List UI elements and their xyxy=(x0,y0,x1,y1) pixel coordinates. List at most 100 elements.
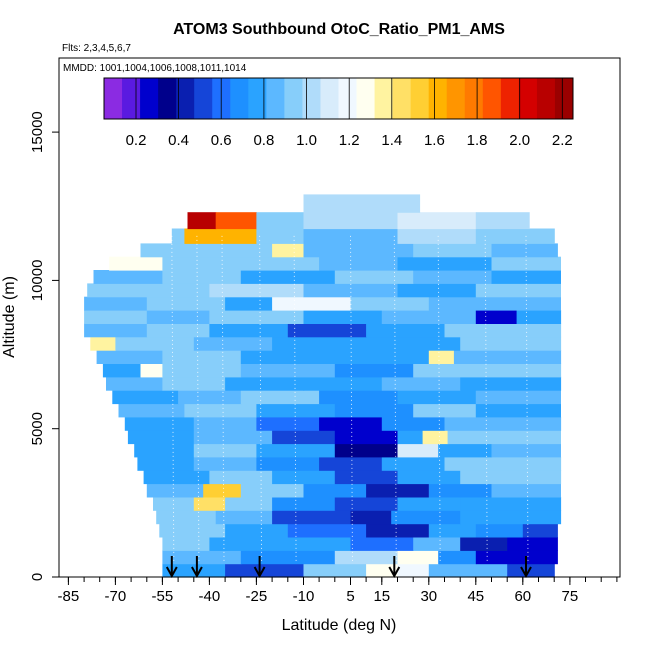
colorbar-swatch xyxy=(374,78,394,119)
heatmap-cell xyxy=(162,350,242,364)
chart-title: ATOM3 Southbound OtoC_Ratio_PM1_AMS xyxy=(173,21,505,38)
profile-arrows xyxy=(165,556,532,579)
colorbar-swatch xyxy=(482,78,502,119)
heatmap-cell xyxy=(366,483,430,498)
heatmap-cell xyxy=(507,537,558,551)
heatmap-cell xyxy=(319,256,399,271)
heatmap-cell xyxy=(475,212,530,230)
heatmap-cell xyxy=(438,443,493,458)
x-tick-label: -25 xyxy=(246,588,268,605)
heatmap-cell xyxy=(460,510,562,525)
heatmap-cell xyxy=(334,430,399,445)
heatmap-cell xyxy=(146,296,226,311)
x-tick-label: 75 xyxy=(562,588,579,605)
heatmap-cell xyxy=(428,350,455,364)
heatmap-cell xyxy=(240,363,336,378)
profile-arrow xyxy=(520,556,532,579)
heatmap-cell xyxy=(193,416,258,431)
heatmap-cell xyxy=(319,390,399,405)
heatmap-cell xyxy=(381,376,461,391)
profile-arrow xyxy=(165,556,178,579)
heatmap-cell xyxy=(209,283,304,298)
heatmap-cell xyxy=(334,270,414,284)
y-tick-label: 5000 xyxy=(29,412,46,445)
profile-arrow-head xyxy=(191,566,203,579)
heatmap-cell xyxy=(156,510,217,525)
heatmap-cell xyxy=(397,443,439,458)
heatmap-cell xyxy=(444,416,562,431)
heatmap-cell xyxy=(209,310,304,324)
colorbar-swatch xyxy=(410,78,430,119)
heatmap-cell xyxy=(272,243,304,258)
heatmap-cell xyxy=(303,563,367,578)
colorbar-tick-label: 1.6 xyxy=(424,132,445,149)
colorbar-swatch xyxy=(140,78,159,119)
y-axis-label: Altitude (m) xyxy=(1,276,18,358)
heatmap-cell xyxy=(193,456,258,471)
heatmap-cell xyxy=(475,550,524,565)
heatmap-cell xyxy=(475,523,524,538)
heatmap-cell xyxy=(127,430,195,445)
heatmap-cell xyxy=(87,283,148,298)
x-tick-label: -70 xyxy=(105,588,127,605)
heatmap-cell xyxy=(240,483,305,498)
heatmap-cell xyxy=(428,483,493,498)
heatmap-cell xyxy=(162,550,242,565)
colorbar-swatch xyxy=(428,78,448,119)
heatmap-cell xyxy=(209,470,273,485)
heatmap-cell xyxy=(475,310,518,324)
colorbar-swatch xyxy=(464,78,484,119)
heatmap-cell xyxy=(491,256,561,271)
heatmap-cell xyxy=(272,496,336,511)
heatmap-cell xyxy=(215,212,257,230)
colorbar-swatch xyxy=(302,78,321,119)
colorbar-tick-label: 1.2 xyxy=(339,132,360,149)
heatmap-cell xyxy=(134,443,195,458)
colorbar-swatch xyxy=(500,78,520,119)
heatmap-cell xyxy=(225,563,305,578)
heatmap-cell xyxy=(171,228,185,244)
heatmap-cell xyxy=(115,336,195,351)
heatmap-cell xyxy=(162,270,242,284)
profile-arrow xyxy=(191,556,203,579)
colorbar xyxy=(103,77,574,120)
heatmap-cell xyxy=(303,194,421,213)
heatmap-cell xyxy=(303,243,414,258)
heatmap-cell xyxy=(350,296,430,311)
colorbar-swatch xyxy=(320,78,339,119)
heatmap-cell xyxy=(193,443,258,458)
heatmap-cell xyxy=(256,416,320,431)
heatmap-cell xyxy=(240,270,336,284)
heatmap-cell xyxy=(460,376,562,391)
heatmap-cell xyxy=(428,563,508,578)
colorbar-swatch xyxy=(266,78,285,119)
heatmap-cell xyxy=(90,336,116,351)
heatmap-cell xyxy=(193,496,226,511)
heatmap-cell xyxy=(334,550,399,565)
heatmap-cell xyxy=(84,323,148,338)
colorbar-tick-label: 0.8 xyxy=(253,132,274,149)
heatmap-cell xyxy=(444,323,562,338)
heatmap-cell xyxy=(475,228,555,244)
heatmap-cell xyxy=(413,270,493,284)
x-tick-label: -10 xyxy=(293,588,315,605)
heatmap-cell xyxy=(93,270,163,284)
heatmap-cell xyxy=(162,376,226,391)
heatmap-cell xyxy=(366,523,430,538)
colorbar-swatch xyxy=(392,78,412,119)
colorbar-swatch xyxy=(158,78,177,119)
colorbar-swatch xyxy=(248,78,267,119)
heatmap-cell xyxy=(397,430,424,445)
heatmap-cell xyxy=(256,403,336,418)
heatmap-cell xyxy=(256,443,336,458)
heatmap-cell xyxy=(287,523,367,538)
heatmap-cell xyxy=(475,390,561,405)
heatmap-cell xyxy=(491,483,561,498)
heatmap-cell xyxy=(256,228,304,244)
heatmap-cell xyxy=(350,537,414,551)
colorbar-tick-label: 1.8 xyxy=(467,132,488,149)
heatmap-cell xyxy=(153,496,195,511)
heatmap-cell xyxy=(522,550,558,565)
heatmap-cell xyxy=(106,376,163,391)
